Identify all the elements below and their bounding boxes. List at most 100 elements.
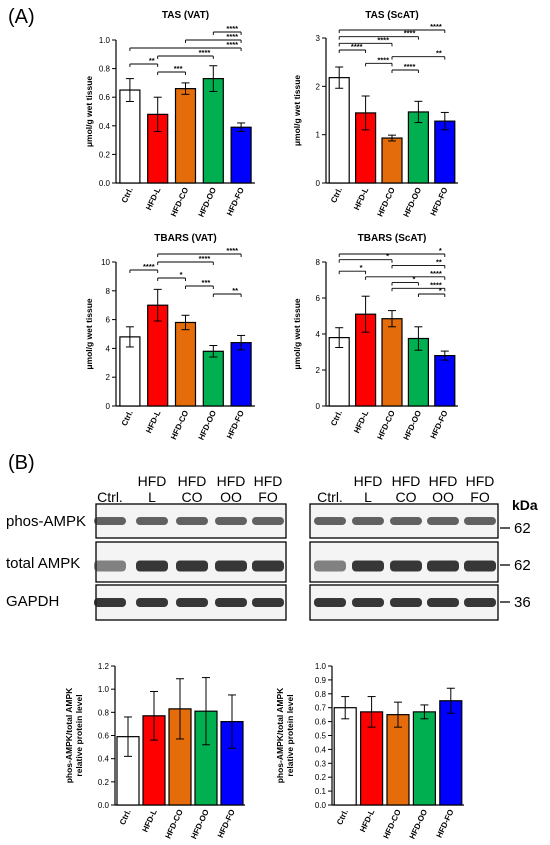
y-axis-label: phos-AMPK/total AMPK — [64, 687, 74, 783]
y-axis-label: relative protein level — [74, 694, 84, 776]
y-tick-label: 1.0 — [99, 36, 111, 45]
chart-2: TBARS (VAT) 0 2 4 6 8 10 μmol/g wet tissue Ctrl.… — [84, 233, 255, 441]
y-tick-label: 0.6 — [315, 718, 327, 727]
blot-band — [427, 517, 459, 525]
y-tick-label: 0.4 — [98, 755, 110, 764]
y-tick-label: 6 — [316, 294, 321, 303]
x-tick-label: HFD-CO — [169, 409, 190, 441]
y-tick-label: 10 — [101, 258, 110, 267]
kda-value: 36 — [514, 594, 531, 611]
blot-band — [136, 560, 168, 572]
kda-value: 62 — [514, 557, 531, 574]
x-tick-label: HFD-FO — [225, 186, 246, 217]
bar-HFD-OO — [412, 711, 436, 806]
significance-label: **** — [404, 62, 416, 71]
blot-band — [352, 517, 384, 525]
y-tick-label: 0.9 — [315, 676, 327, 685]
y-tick-label: 1.0 — [98, 685, 110, 694]
panel-label-a: (A) — [8, 6, 35, 28]
blot-band — [215, 560, 247, 572]
bar-Ctrl. — [333, 707, 357, 806]
significance-label: ** — [436, 257, 442, 266]
blot-band — [252, 598, 284, 607]
lane-label-top: HFD — [429, 473, 458, 489]
y-tick-label: 0.6 — [98, 732, 110, 741]
significance-label: **** — [199, 254, 211, 263]
lane-label: Ctrl. — [317, 489, 343, 505]
chart-4: VAT0.00.20.40.60.81.01.2phos-AMPK/total … — [64, 610, 245, 840]
y-tick-label: 0.2 — [315, 773, 327, 782]
y-tick-label: 2 — [106, 373, 111, 382]
lane-label: CO — [182, 489, 203, 505]
kda-value: 62 — [514, 520, 531, 537]
y-tick-label: 0 — [316, 179, 321, 188]
x-tick-label: HFD-L — [144, 409, 162, 435]
x-tick-label: HFD-OO — [197, 186, 218, 218]
lane-label: L — [364, 489, 372, 505]
x-tick-label: HFD-FO — [435, 808, 456, 839]
y-axis-label: relative protein level — [285, 694, 295, 776]
kda-header: kDa — [512, 497, 538, 513]
y-axis-label: phos-AMPK/total AMPK — [275, 687, 285, 783]
bar-Ctrl. — [328, 77, 350, 184]
lane-label-top: HFD — [254, 473, 283, 489]
bar-HFD-CO — [381, 137, 403, 184]
blot-band — [464, 598, 496, 607]
significance-label: * — [439, 286, 442, 295]
y-tick-label: 0.0 — [99, 179, 111, 188]
significance-label: **** — [430, 280, 442, 289]
x-tick-label: HFD-L — [141, 808, 159, 834]
y-tick-label: 0 — [316, 402, 321, 411]
bar-HFD-CO — [381, 318, 403, 407]
blot-band — [390, 560, 422, 572]
y-tick-label: 0.4 — [99, 122, 111, 131]
x-tick-label: HFD-FO — [225, 409, 246, 440]
x-tick-label: HFD-L — [352, 409, 370, 435]
significance-label: **** — [143, 262, 155, 271]
y-tick-label: 0.3 — [315, 759, 327, 768]
lane-label-top: HFD — [392, 473, 421, 489]
y-tick-label: 1.2 — [98, 662, 110, 671]
bar-HFD-CO — [386, 714, 410, 806]
chart-1: TAS (ScAT) 0 1 2 3 μmol/g wet tissue Ctrl. HFD-… — [292, 10, 458, 218]
chart-0: TAS (VAT) 0.0 0.2 0.4 0.6 0.8 1.0 μmol/g wet ti… — [84, 10, 255, 218]
y-tick-label: 8 — [316, 258, 321, 267]
blot-band — [94, 517, 126, 525]
y-tick-label: 0.0 — [315, 801, 327, 810]
significance-label: * — [360, 263, 363, 272]
blot-band — [390, 598, 422, 607]
significance-label: **** — [226, 32, 238, 41]
significance-label: **** — [404, 29, 416, 38]
y-tick-label: 1 — [316, 131, 321, 140]
y-tick-label: 0.0 — [98, 801, 110, 810]
x-tick-label: HFD-OO — [408, 808, 429, 840]
significance-label: **** — [351, 42, 363, 51]
bar-HFD-CO — [174, 88, 197, 184]
bar-HFD-FO — [230, 126, 252, 184]
y-axis-label: μmol/g wet tissue — [84, 76, 94, 148]
lane-label-top: HFD — [354, 473, 383, 489]
x-tick-label: HFD-CO — [169, 186, 190, 218]
y-tick-label: 0.8 — [98, 708, 110, 717]
y-tick-label: 0.4 — [315, 745, 327, 754]
blot-band — [464, 560, 496, 572]
bar-HFD-OO — [202, 350, 224, 407]
chart-title: TAS (ScAT) — [365, 10, 419, 21]
blot-band — [252, 517, 284, 525]
significance-label: **** — [377, 35, 389, 44]
significance-label: **** — [199, 48, 211, 57]
significance-label: * — [412, 275, 415, 284]
lane-label: OO — [220, 489, 242, 505]
blot-band — [176, 517, 208, 525]
blot-band — [136, 517, 168, 525]
x-tick-label: HFD-OO — [189, 808, 210, 840]
blot-band — [94, 560, 126, 572]
blot-band — [314, 517, 346, 525]
x-tick-label: Ctrl. — [329, 186, 344, 204]
chart-3: TBARS (ScAT) 0 2 4 6 8 μmol/g wet tissue Ctrl. H… — [292, 233, 458, 441]
blot-band — [94, 598, 126, 607]
significance-label: **** — [430, 22, 442, 31]
y-tick-label: 2 — [316, 82, 321, 91]
x-tick-label: HFD-CO — [164, 808, 185, 840]
